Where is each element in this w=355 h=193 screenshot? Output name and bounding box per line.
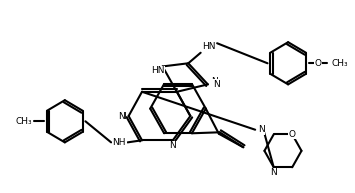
Text: N: N — [213, 80, 219, 89]
Text: N: N — [211, 77, 217, 86]
Text: HN: HN — [202, 42, 215, 51]
Text: O: O — [24, 117, 31, 126]
Text: O: O — [289, 130, 296, 139]
Text: N: N — [169, 143, 176, 152]
Text: N: N — [118, 112, 125, 120]
Text: CH₃: CH₃ — [15, 117, 32, 126]
Text: HN: HN — [151, 66, 164, 75]
Text: NH: NH — [113, 138, 126, 147]
Text: N: N — [271, 168, 277, 177]
Text: N: N — [169, 141, 176, 150]
Text: O: O — [315, 59, 322, 68]
Text: N: N — [119, 112, 126, 120]
Text: CH₃: CH₃ — [331, 59, 348, 68]
Text: N: N — [258, 125, 265, 134]
